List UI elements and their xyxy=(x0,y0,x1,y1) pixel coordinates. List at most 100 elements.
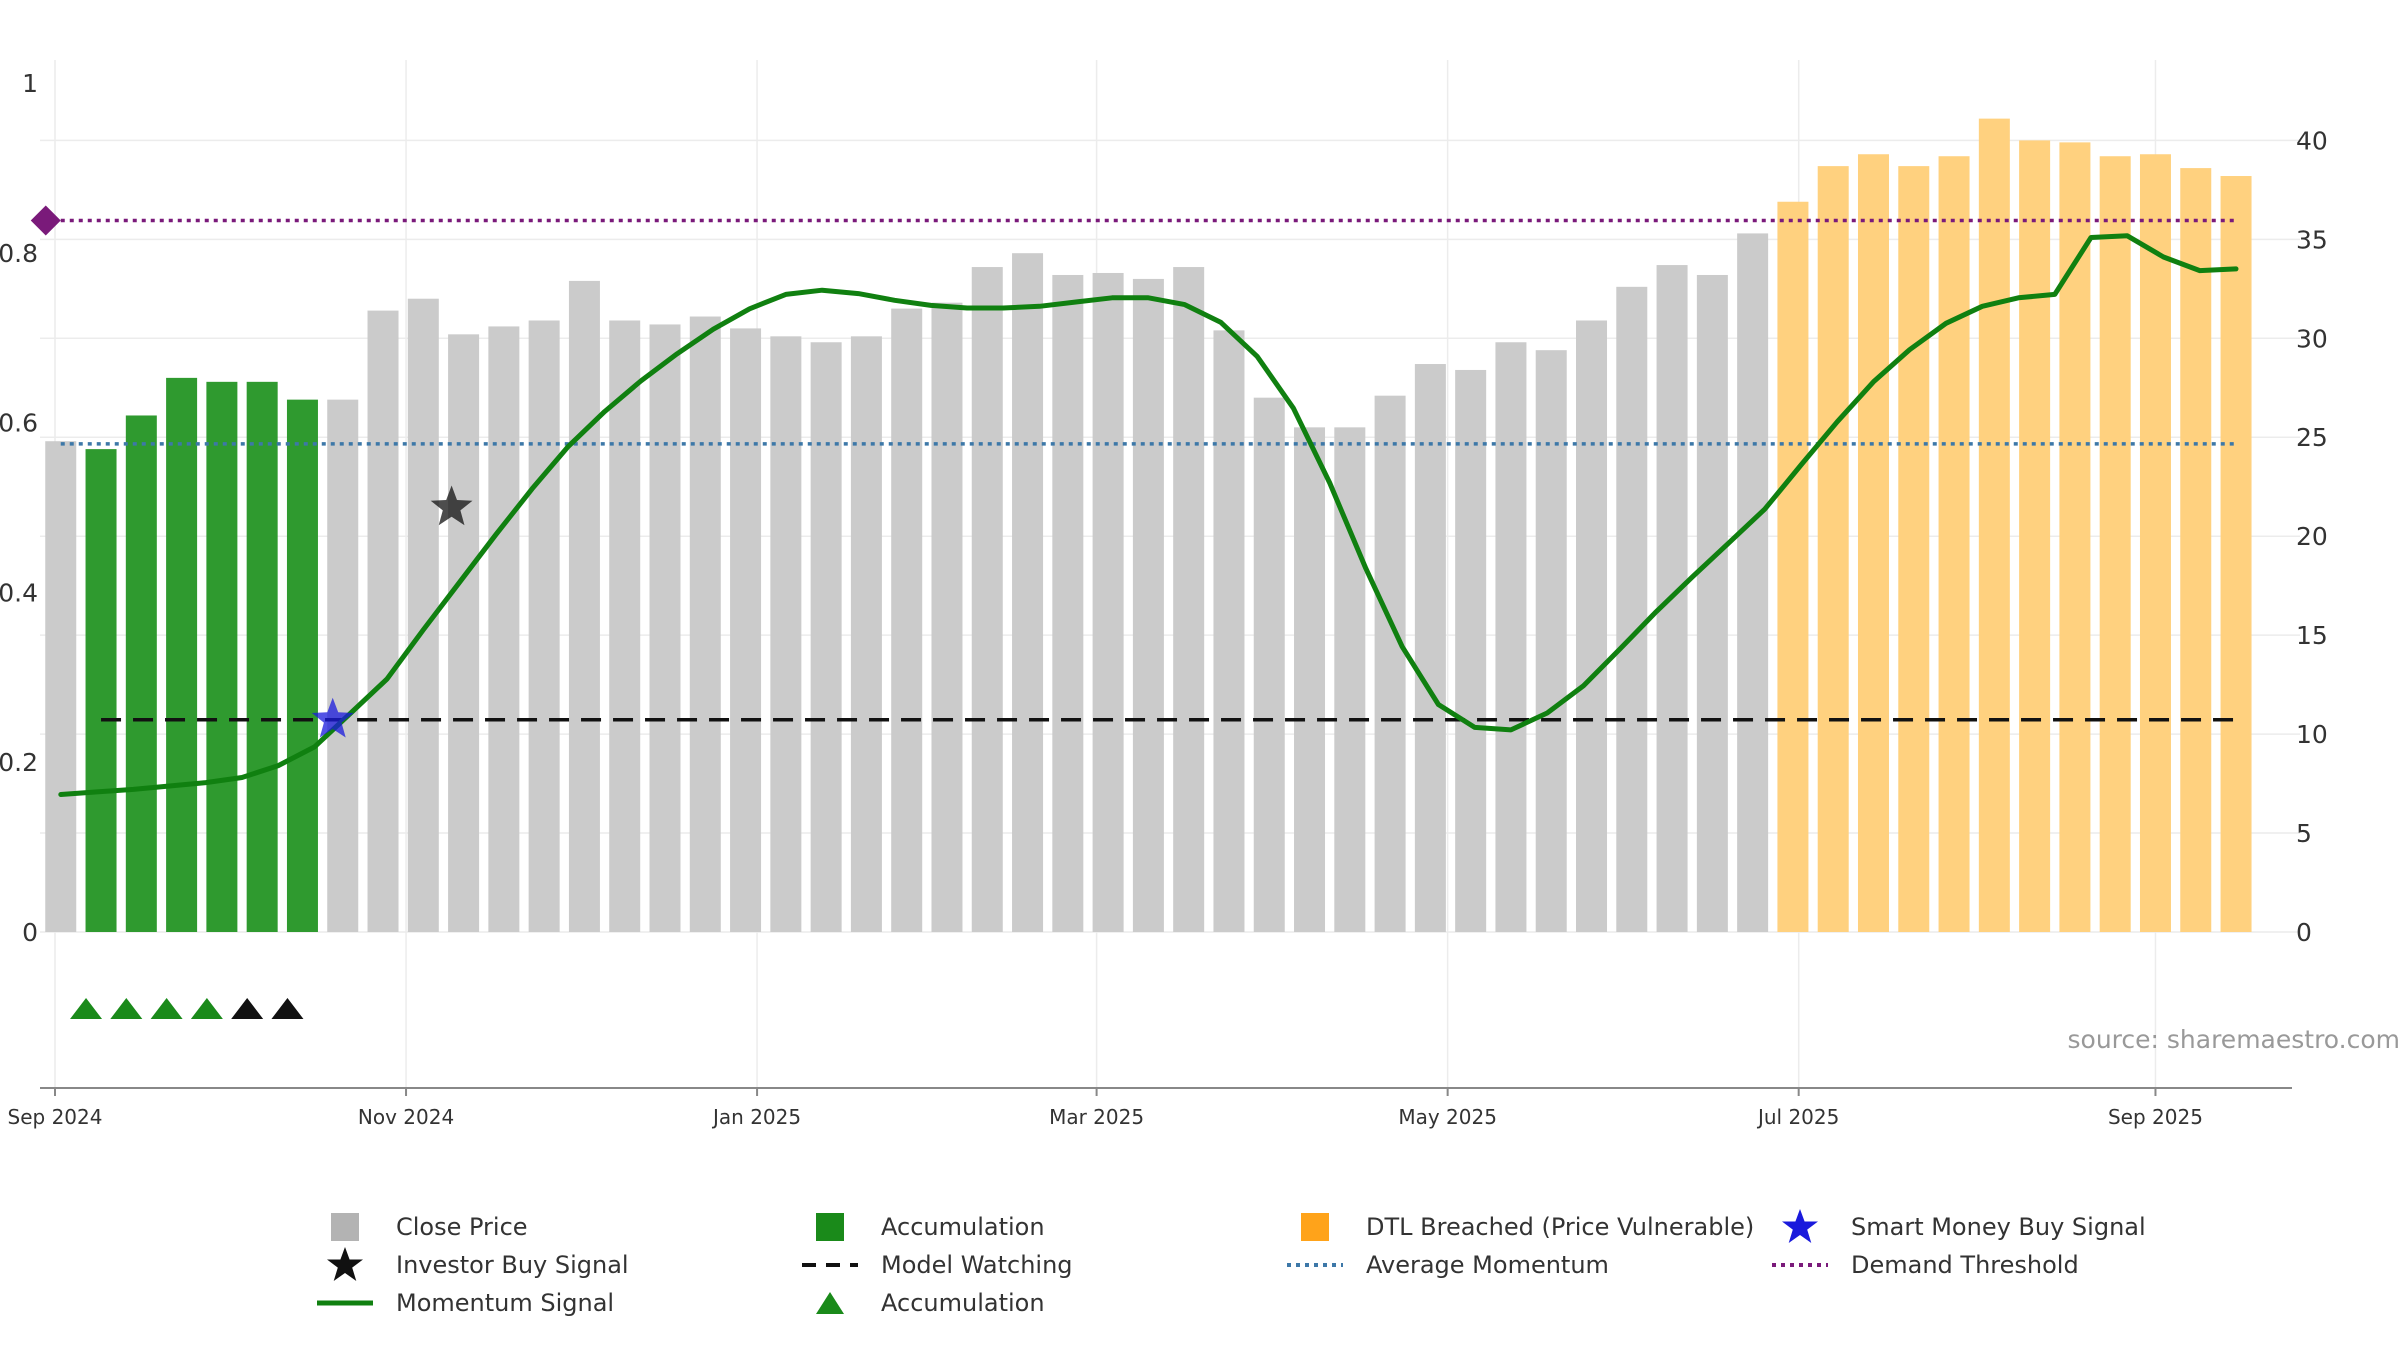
close-price-bar xyxy=(488,326,520,933)
dtl-bar xyxy=(1978,118,2010,932)
close-price-bar xyxy=(1576,320,1608,932)
x-tick-label: Nov 2024 xyxy=(358,1105,454,1129)
close-price-bar xyxy=(1616,286,1648,932)
dtl-bar xyxy=(2059,142,2091,933)
close-price-bar xyxy=(1535,350,1567,932)
close-price-bar xyxy=(1052,274,1084,932)
axes: Sep 2024 Nov 2024 Jan 2025 Mar 2025 May 2025… xyxy=(0,69,2328,1129)
legend-item: Accumulation xyxy=(795,1210,1045,1244)
star-legend-icon xyxy=(1765,1209,1835,1244)
legend-item: Close Price xyxy=(310,1210,528,1244)
legend-item: Accumulation xyxy=(795,1286,1045,1320)
close-price-bar xyxy=(528,320,560,932)
left-tick-label: 0 xyxy=(22,918,38,947)
demand-threshold-marker xyxy=(30,205,61,236)
dtl-bar xyxy=(2139,154,2171,932)
close-price-bar xyxy=(1737,233,1769,933)
legend-label: Accumulation xyxy=(881,1213,1045,1241)
price-bars xyxy=(45,118,2252,933)
accumulation-marker xyxy=(231,998,264,1019)
close-price-bar xyxy=(327,399,359,932)
close-price-bar xyxy=(1173,267,1205,932)
legend-item: Average Momentum xyxy=(1280,1248,1609,1282)
close-price-bar xyxy=(850,336,882,932)
close-price-bar xyxy=(45,441,77,932)
dtl-bar xyxy=(1938,156,1970,933)
close-price-bar xyxy=(609,320,641,932)
line-legend-icon xyxy=(310,1286,380,1320)
legend-item: DTL Breached (Price Vulnerable) xyxy=(1280,1210,1754,1244)
dtl-bar xyxy=(2180,168,2212,932)
legend-label: Momentum Signal xyxy=(396,1289,615,1317)
legend-label: DTL Breached (Price Vulnerable) xyxy=(1366,1213,1755,1241)
star-legend-icon xyxy=(310,1247,380,1282)
accumulation-bar xyxy=(125,415,157,932)
square-legend-icon xyxy=(1280,1210,1350,1244)
close-price-bar xyxy=(891,308,923,932)
right-tick-label: 25 xyxy=(2296,423,2328,452)
accumulation-marker xyxy=(150,998,183,1019)
right-tick-label: 35 xyxy=(2296,225,2328,254)
legend-item: Momentum Signal xyxy=(310,1286,614,1320)
signal-lines xyxy=(58,218,2239,797)
right-tick-label: 15 xyxy=(2296,621,2328,650)
close-price-bar xyxy=(448,334,480,932)
legend-label: Investor Buy Signal xyxy=(396,1251,629,1279)
close-price-bar xyxy=(1132,278,1164,932)
right-tick-label: 0 xyxy=(2296,918,2312,947)
legend-label: Smart Money Buy Signal xyxy=(1851,1213,2146,1241)
close-price-bar xyxy=(1213,330,1245,932)
right-tick-label: 20 xyxy=(2296,522,2328,551)
x-tick-label: May 2025 xyxy=(1398,1105,1497,1129)
close-price-bar xyxy=(1414,364,1446,932)
legend-label: Close Price xyxy=(396,1213,528,1241)
dot-legend-icon xyxy=(1280,1248,1350,1282)
x-tick-label: Sep 2025 xyxy=(2108,1105,2203,1129)
momentum-signal-line xyxy=(58,233,2239,797)
accumulation-bar xyxy=(85,449,117,932)
accumulation-bar xyxy=(246,381,278,932)
legend-item: Smart Money Buy Signal xyxy=(1765,1209,2146,1244)
source-note: source: sharemaestro.com xyxy=(2068,1025,2400,1054)
dtl-bar xyxy=(1857,154,1889,932)
close-price-bar xyxy=(770,336,802,932)
accumulation-bar xyxy=(206,381,238,932)
left-tick-label: 0.8 xyxy=(0,239,38,268)
right-tick-label: 10 xyxy=(2296,720,2328,749)
right-tick-label: 40 xyxy=(2296,126,2328,155)
dtl-bar xyxy=(1777,201,1809,932)
investor-buy-signal-star xyxy=(430,485,473,526)
close-price-bar xyxy=(568,280,600,932)
dtl-bar xyxy=(1898,166,1930,932)
x-tick-label: Jan 2025 xyxy=(711,1105,801,1129)
dtl-bar xyxy=(1817,166,1849,932)
close-price-bar xyxy=(730,328,762,933)
close-price-bar xyxy=(1092,272,1124,932)
legend-label: Demand Threshold xyxy=(1851,1251,2079,1279)
accumulation-marker xyxy=(110,998,143,1019)
smart-money-buy-signal-star xyxy=(311,697,354,738)
close-price-bar xyxy=(649,324,681,932)
legend-item: Investor Buy Signal xyxy=(310,1247,629,1282)
left-tick-label: 0.4 xyxy=(0,578,38,607)
close-price-bar xyxy=(1253,397,1285,933)
legend-label: Average Momentum xyxy=(1366,1251,1609,1279)
square-legend-icon xyxy=(795,1210,865,1244)
right-tick-label: 5 xyxy=(2296,819,2312,848)
close-price-bar xyxy=(1012,253,1044,932)
dot-legend-icon xyxy=(1765,1248,1835,1282)
legend-label: Model Watching xyxy=(881,1251,1073,1279)
x-tick-label: Jul 2025 xyxy=(1756,1105,1839,1129)
left-tick-label: 0.2 xyxy=(0,748,38,777)
right-tick-label: 30 xyxy=(2296,324,2328,353)
x-tick-label: Sep 2024 xyxy=(8,1105,103,1129)
close-price-bar xyxy=(810,342,842,933)
dtl-bar xyxy=(2019,140,2051,932)
close-price-bar xyxy=(367,310,399,932)
close-price-bar xyxy=(1374,395,1406,932)
dash-legend-icon xyxy=(795,1248,865,1282)
close-price-bar xyxy=(931,302,963,932)
accumulation-marker xyxy=(271,998,304,1019)
left-tick-label: 0.6 xyxy=(0,409,38,438)
